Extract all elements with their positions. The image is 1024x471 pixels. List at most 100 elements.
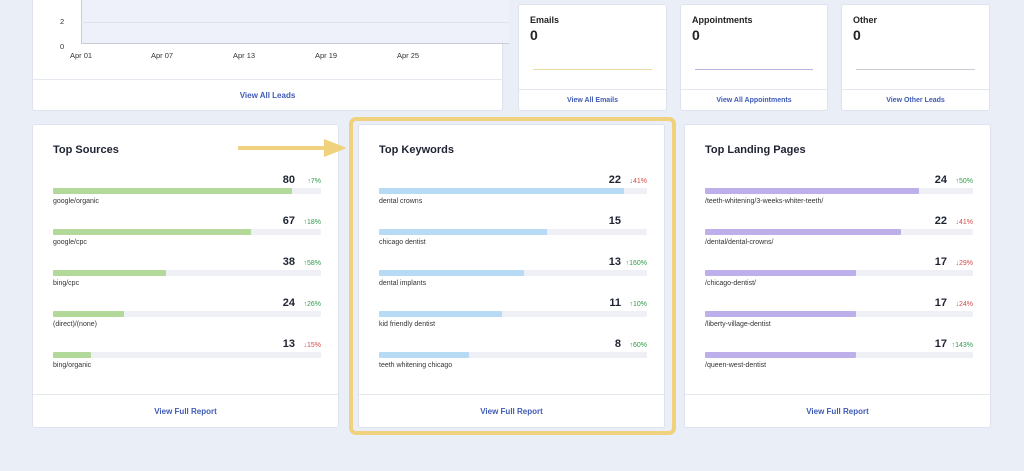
progress-track	[705, 352, 973, 358]
row-value: 22	[608, 174, 621, 186]
other-stat-card: Other 0 View Other Leads	[841, 4, 990, 111]
list-item: 8 ↑60% teeth whitening chicago	[379, 338, 647, 379]
list-item: 11 ↑10% kid friendly dentist	[379, 297, 647, 338]
progress-fill	[705, 352, 857, 358]
progress-track	[705, 311, 973, 317]
row-change: ↑50%	[955, 178, 973, 185]
row-change: ↑58%	[303, 260, 321, 267]
row-metric: 24 ↑50%	[935, 174, 973, 186]
landing-pages-list: 24 ↑50% /teeth-whitening/3-weeks-whiter-te…	[705, 174, 973, 379]
x-tick: Apr 07	[150, 51, 174, 60]
row-metric: 22 ↓41%	[935, 215, 973, 227]
progress-track	[379, 352, 647, 358]
list-item: 13 ↑160% dental implants	[379, 256, 647, 297]
row-value: 13	[282, 338, 295, 350]
x-tick: Apr 19	[314, 51, 338, 60]
y-tick: 2	[60, 17, 65, 26]
row-value: 24	[282, 297, 295, 309]
row-change: ↑18%	[303, 219, 321, 226]
row-label: (direct)/(none)	[53, 321, 97, 328]
stat-card-footer: View All Emails	[519, 89, 666, 110]
row-metric: 17 ↓24%	[935, 297, 973, 309]
list-item: 24 ↑50% /teeth-whitening/3-weeks-whiter-te…	[705, 174, 973, 215]
progress-fill	[379, 270, 524, 276]
list-item: 80 ↑7% google/organic	[53, 174, 321, 215]
list-item: 22 ↓41% dental crowns	[379, 174, 647, 215]
row-value: 38	[282, 256, 295, 268]
gridline	[81, 22, 509, 23]
top-sources-card: Top Sources 80 ↑7% google/organic 67 ↑18% goo…	[32, 124, 339, 428]
view-full-report-link[interactable]: View Full Report	[806, 406, 869, 416]
row-metric: 80 ↑7%	[283, 174, 321, 186]
progress-track	[705, 188, 973, 194]
view-all-emails-link[interactable]: View All Emails	[567, 96, 618, 104]
list-item: 67 ↑18% google/cpc	[53, 215, 321, 256]
row-label: teeth whitening chicago	[379, 362, 453, 369]
sources-list: 80 ↑7% google/organic 67 ↑18% google/cpc 38 ↑58…	[53, 174, 321, 379]
stat-title: Emails	[530, 15, 560, 25]
row-value: 22	[934, 215, 947, 227]
row-label: google/cpc	[53, 239, 87, 246]
row-metric: 13 ↓15%	[283, 338, 321, 350]
view-full-report-link[interactable]: View Full Report	[154, 406, 217, 416]
stat-value: 0	[853, 27, 861, 43]
progress-track	[379, 311, 647, 317]
view-all-leads-link[interactable]: View All Leads	[239, 90, 296, 100]
row-change: ↓24%	[955, 301, 973, 308]
row-value: 8	[614, 338, 621, 350]
row-value: 80	[282, 174, 295, 186]
progress-track	[53, 229, 321, 235]
list-item: 17 ↓24% /liberty-village-dentist	[705, 297, 973, 338]
row-metric: 22 ↓41%	[609, 174, 647, 186]
row-label: chicago dentist	[379, 239, 426, 246]
arrow-right-icon	[238, 139, 347, 157]
sparkline	[533, 69, 652, 70]
card-title: Top Sources	[53, 144, 119, 156]
progress-fill	[379, 311, 503, 317]
y-tick: 0	[60, 42, 65, 51]
leads-card-footer: View All Leads	[33, 79, 502, 110]
stat-card-footer: View All Appointments	[681, 89, 827, 110]
row-metric: 17 ↓29%	[935, 256, 973, 268]
row-metric: 11 ↑10%	[609, 297, 647, 309]
row-value: 17	[934, 297, 947, 309]
row-change: ↑143%	[951, 342, 973, 349]
stat-value: 0	[530, 27, 538, 43]
card-footer: View Full Report	[685, 394, 990, 427]
progress-fill	[379, 352, 469, 358]
arrow-head	[324, 139, 347, 157]
list-item: 38 ↑58% bing/cpc	[53, 256, 321, 297]
progress-track	[379, 229, 647, 235]
view-full-report-link[interactable]: View Full Report	[480, 406, 543, 416]
progress-fill	[53, 188, 292, 194]
row-metric: 24 ↑26%	[283, 297, 321, 309]
appointments-stat-card: Appointments 0 View All Appointments	[680, 4, 828, 111]
row-value: 11	[609, 297, 621, 309]
progress-fill	[53, 352, 91, 358]
row-label: bing/organic	[53, 362, 92, 369]
row-metric: 67 ↑18%	[283, 215, 321, 227]
view-other-leads-link[interactable]: View Other Leads	[886, 96, 945, 104]
stat-value: 0	[692, 27, 700, 43]
progress-fill	[53, 311, 125, 317]
progress-fill	[705, 188, 920, 194]
row-change: ↓41%	[629, 178, 647, 185]
stat-card-footer: View Other Leads	[842, 89, 989, 110]
progress-fill	[53, 229, 252, 235]
row-metric: 15	[609, 215, 647, 227]
top-keywords-card: Top Keywords 22 ↓41% dental crowns 15 chicag…	[358, 124, 665, 428]
row-change: ↑160%	[625, 260, 647, 267]
row-label: /liberty-village-dentist	[705, 321, 771, 328]
progress-fill	[705, 229, 901, 235]
row-metric: 13 ↑160%	[609, 256, 647, 268]
progress-track	[379, 188, 647, 194]
list-item: 24 ↑26% (direct)/(none)	[53, 297, 321, 338]
card-footer: View Full Report	[359, 394, 664, 427]
list-item: 17 ↓29% /chicago-dentist/	[705, 256, 973, 297]
x-tick: Apr 01	[69, 51, 93, 60]
row-value: 67	[282, 215, 295, 227]
row-label: kid friendly dentist	[379, 321, 436, 328]
view-all-appointments-link[interactable]: View All Appointments	[716, 96, 792, 104]
row-value: 13	[608, 256, 621, 268]
row-label: /chicago-dentist/	[705, 280, 756, 287]
